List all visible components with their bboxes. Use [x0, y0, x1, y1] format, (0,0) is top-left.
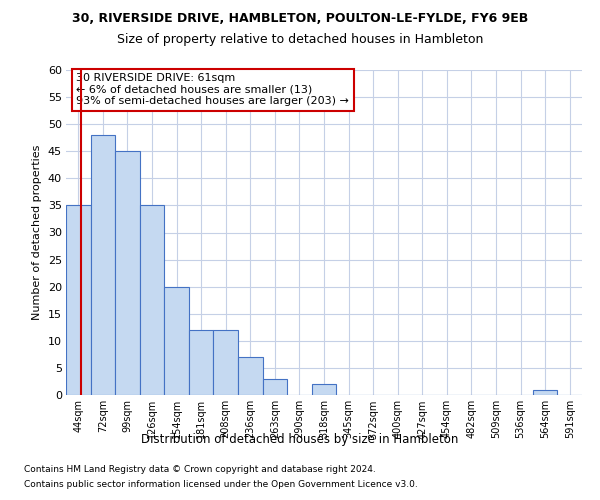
Bar: [189, 330, 214, 395]
Bar: [312, 384, 336, 395]
Text: 30, RIVERSIDE DRIVE, HAMBLETON, POULTON-LE-FYLDE, FY6 9EB: 30, RIVERSIDE DRIVE, HAMBLETON, POULTON-…: [72, 12, 528, 26]
Text: Contains public sector information licensed under the Open Government Licence v3: Contains public sector information licen…: [24, 480, 418, 489]
Bar: [214, 330, 238, 395]
Text: Distribution of detached houses by size in Hambleton: Distribution of detached houses by size …: [142, 432, 458, 446]
Bar: [91, 135, 115, 395]
Text: 30 RIVERSIDE DRIVE: 61sqm
← 6% of detached houses are smaller (13)
93% of semi-d: 30 RIVERSIDE DRIVE: 61sqm ← 6% of detach…: [76, 73, 349, 106]
Text: Contains HM Land Registry data © Crown copyright and database right 2024.: Contains HM Land Registry data © Crown c…: [24, 465, 376, 474]
Bar: [263, 379, 287, 395]
Bar: [66, 206, 91, 395]
Bar: [164, 286, 189, 395]
Bar: [238, 357, 263, 395]
Text: Size of property relative to detached houses in Hambleton: Size of property relative to detached ho…: [117, 32, 483, 46]
Y-axis label: Number of detached properties: Number of detached properties: [32, 145, 42, 320]
Bar: [533, 390, 557, 395]
Bar: [140, 206, 164, 395]
Bar: [115, 151, 140, 395]
